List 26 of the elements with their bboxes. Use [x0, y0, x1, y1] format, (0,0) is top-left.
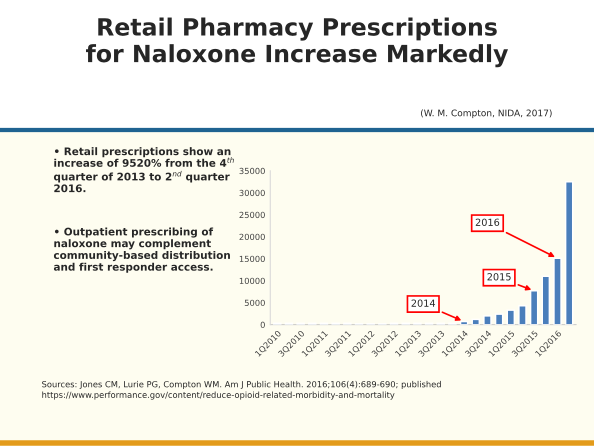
y-tick-label: 20000 — [240, 234, 265, 240]
bar — [460, 320, 468, 325]
text: • Outpatient prescribing of naloxone may complement community-based distribution and first responder access. — [54, 227, 230, 273]
y-tick-label: 10000 — [240, 278, 265, 284]
annotation: 2014 — [412, 299, 436, 307]
bar — [483, 315, 492, 325]
bar — [542, 276, 550, 325]
y-tick-label: 30000 — [240, 190, 265, 196]
bar — [494, 313, 504, 325]
y-tick-label: 25000 — [240, 212, 265, 218]
annotation: 2016 — [476, 218, 500, 226]
y-tick-label: 15000 — [240, 256, 265, 262]
chart-subtitle: (W. M. Compton, NIDA, 2017) — [421, 109, 552, 118]
bar — [506, 309, 515, 325]
bar — [472, 318, 480, 325]
bar — [518, 305, 527, 325]
chart-title: Retail Pharmacy Prescriptions for Naloxone Increase Markedly — [86, 18, 508, 68]
y-tick-label: 0 — [260, 322, 265, 328]
y-tick-label: 35000 — [240, 168, 265, 174]
source-note: Sources: Jones CM, Lurie PG, Compton WM. Am J Public Health. 2016;106(4):689-690; published https://www.performance.gov/content/reduce-opioid-related-morbidity-and-mortality — [42, 380, 441, 400]
text: • Retail prescriptions show an increase of 9520% from the 4$^{th}$ quarter of 2013 to 2$^{nd}$ quarter 2016. — [54, 147, 234, 192]
annotation: 2015 — [487, 273, 511, 280]
bar — [530, 290, 538, 325]
y-tick-label: 5000 — [244, 300, 265, 306]
bar — [553, 258, 562, 325]
bar — [564, 181, 574, 325]
